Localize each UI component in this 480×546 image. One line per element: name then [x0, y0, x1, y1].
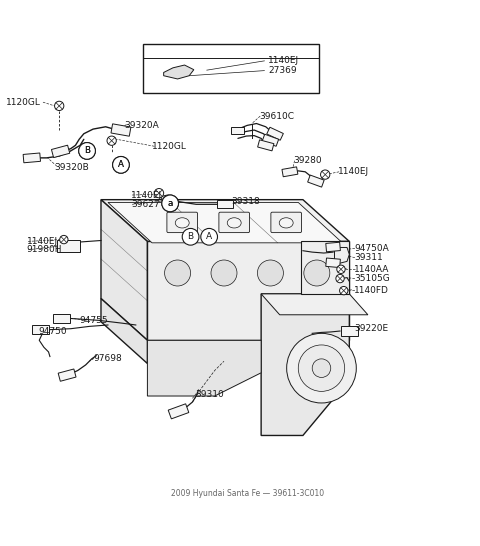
Circle shape	[195, 67, 207, 79]
Circle shape	[304, 260, 330, 286]
Circle shape	[257, 260, 283, 286]
Text: a: a	[154, 48, 159, 57]
Polygon shape	[258, 140, 274, 151]
Polygon shape	[308, 175, 324, 187]
Text: 39610C: 39610C	[259, 111, 294, 121]
Polygon shape	[231, 127, 244, 134]
Text: 39320B: 39320B	[55, 163, 89, 171]
Text: 39310: 39310	[195, 390, 224, 399]
Polygon shape	[282, 167, 298, 177]
Polygon shape	[51, 145, 70, 158]
Circle shape	[321, 170, 330, 179]
Text: 1140EJ: 1140EJ	[338, 167, 369, 176]
Circle shape	[336, 275, 344, 283]
Text: 97698: 97698	[93, 354, 122, 364]
Polygon shape	[147, 340, 261, 396]
Text: 1140EJ: 1140EJ	[268, 56, 299, 66]
FancyBboxPatch shape	[271, 212, 301, 233]
FancyBboxPatch shape	[167, 212, 198, 233]
Polygon shape	[101, 299, 147, 364]
Text: 1120GL: 1120GL	[6, 98, 41, 106]
Text: A: A	[118, 161, 124, 169]
Circle shape	[201, 228, 217, 245]
Circle shape	[162, 195, 179, 212]
Text: 1140AA: 1140AA	[354, 265, 389, 274]
Text: 94750: 94750	[38, 327, 67, 336]
Text: 91980H: 91980H	[27, 245, 62, 254]
Text: 39627: 39627	[131, 200, 160, 209]
Polygon shape	[267, 127, 283, 140]
Text: 94755: 94755	[79, 316, 108, 325]
Polygon shape	[101, 200, 147, 340]
Polygon shape	[261, 294, 368, 315]
Text: 39280: 39280	[294, 156, 322, 165]
Text: 39318: 39318	[231, 197, 260, 205]
Polygon shape	[262, 134, 279, 146]
Polygon shape	[101, 200, 349, 241]
Text: 35105G: 35105G	[354, 274, 390, 283]
Circle shape	[211, 260, 237, 286]
Text: 1140FD: 1140FD	[354, 286, 389, 295]
Text: 1140EJ: 1140EJ	[131, 191, 162, 200]
Polygon shape	[57, 240, 80, 252]
Text: B: B	[84, 146, 90, 156]
Circle shape	[312, 359, 331, 377]
Ellipse shape	[279, 218, 293, 228]
Text: 39320A: 39320A	[124, 121, 159, 130]
Polygon shape	[335, 247, 349, 264]
Polygon shape	[300, 241, 349, 294]
Polygon shape	[326, 242, 340, 252]
Circle shape	[79, 143, 96, 159]
Text: 2009 Hyundai Santa Fe — 39611-3C010: 2009 Hyundai Santa Fe — 39611-3C010	[171, 489, 324, 498]
Polygon shape	[340, 327, 358, 336]
Text: 39220E: 39220E	[354, 324, 388, 333]
Polygon shape	[164, 65, 194, 79]
Polygon shape	[147, 241, 349, 340]
Circle shape	[113, 157, 129, 173]
Polygon shape	[261, 294, 349, 436]
Circle shape	[339, 287, 348, 295]
Circle shape	[60, 235, 68, 244]
Text: a: a	[168, 199, 173, 208]
Bar	[143, 44, 319, 93]
Text: 39311: 39311	[354, 253, 383, 262]
Circle shape	[337, 265, 345, 274]
Polygon shape	[108, 203, 342, 243]
Circle shape	[298, 345, 345, 391]
Polygon shape	[53, 314, 71, 323]
Circle shape	[165, 260, 191, 286]
Polygon shape	[217, 200, 233, 209]
Circle shape	[149, 45, 164, 60]
Circle shape	[162, 195, 179, 212]
Circle shape	[113, 157, 129, 173]
Circle shape	[107, 136, 116, 145]
Polygon shape	[111, 124, 131, 136]
FancyBboxPatch shape	[219, 212, 250, 233]
Text: a: a	[168, 199, 173, 208]
Text: 94750A: 94750A	[354, 244, 389, 253]
Text: B: B	[188, 232, 193, 241]
Circle shape	[287, 334, 356, 403]
Polygon shape	[58, 369, 76, 381]
Ellipse shape	[227, 218, 241, 228]
Text: 1120GL: 1120GL	[152, 142, 187, 151]
Circle shape	[55, 101, 64, 110]
Polygon shape	[161, 195, 175, 204]
Polygon shape	[326, 258, 340, 268]
Ellipse shape	[175, 218, 189, 228]
Text: B: B	[84, 146, 90, 156]
Text: A: A	[206, 232, 212, 241]
Circle shape	[79, 143, 96, 159]
Polygon shape	[168, 404, 189, 419]
Circle shape	[155, 188, 164, 198]
Polygon shape	[32, 325, 49, 334]
Text: 1140EJ: 1140EJ	[27, 237, 58, 246]
Polygon shape	[23, 153, 40, 163]
Text: A: A	[118, 161, 124, 169]
Text: 27369: 27369	[268, 66, 297, 75]
Circle shape	[182, 228, 199, 245]
